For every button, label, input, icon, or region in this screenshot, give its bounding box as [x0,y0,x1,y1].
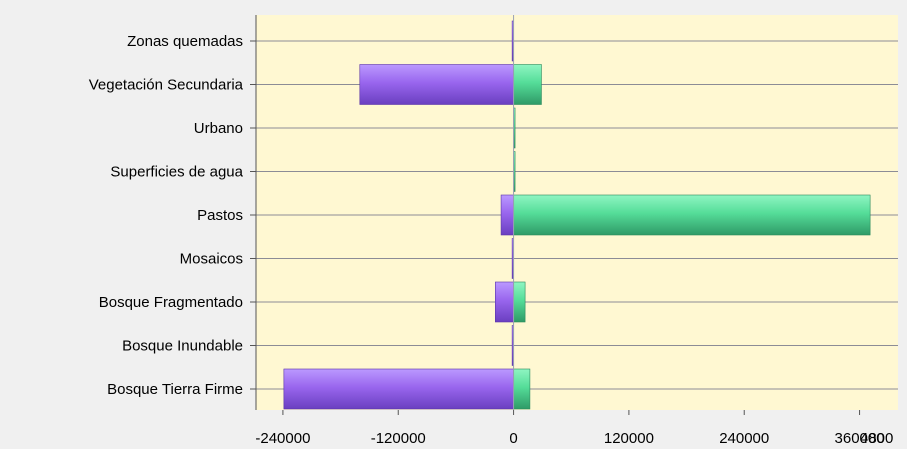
x-tick-label: -240000 [255,430,310,447]
bars [283,20,871,410]
category-label: Superficies de agua [110,164,243,181]
category-label: Vegetación Secundaria [89,77,244,94]
bar [359,64,514,105]
bar [500,194,514,236]
category-label: Bosque Fragmentado [99,294,243,311]
x-tick-label: 240000 [719,430,769,447]
category-label: Pastos [197,207,243,224]
category-label: Bosque Inundable [122,338,243,355]
category-labels: Zonas quemadas Vegetación Secundaria Urban… [89,33,256,398]
x-tick-label: 120000 [604,430,654,447]
x-tick-label: 4800 [860,430,893,447]
x-tick-label: -120000 [371,430,426,447]
x-tick-label: 360000 [835,430,885,447]
category-label: Zonas quemadas [127,33,243,50]
bar [513,368,531,410]
category-label: Urbano [194,120,243,137]
bar [495,281,514,323]
category-label: Bosque Tierra Firme [107,381,243,398]
x-tick-label: 0 [509,430,517,447]
category-label: Mosaicos [180,251,243,268]
bar [513,194,871,236]
bar [513,64,542,105]
bar [283,368,514,410]
bar [513,281,526,323]
